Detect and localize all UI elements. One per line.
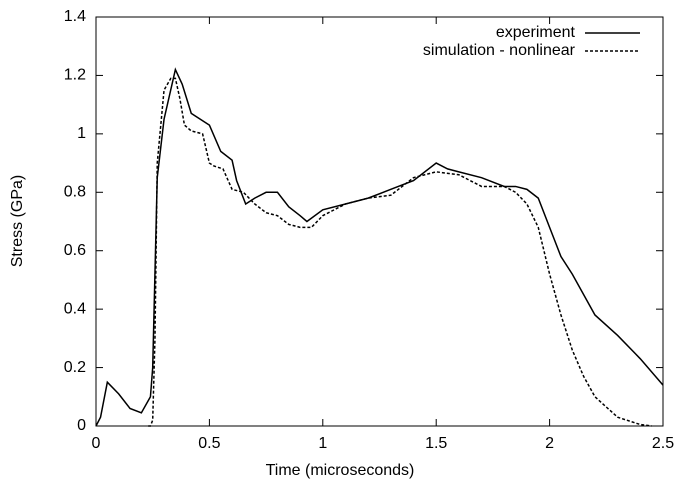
y-tick-label: 1.4 [64,8,86,25]
x-tick-label: 2 [545,435,554,452]
y-tick-label: 1.2 [64,67,86,84]
x-tick-label: 0 [92,435,101,452]
y-axis-label: Stress (GPa) [9,175,26,267]
y-tick-label: 0.2 [64,359,86,376]
series-line [95,67,664,427]
y-tick-label: 0 [77,417,86,434]
y-tick-label: 0.6 [64,242,86,259]
y-tick-label: 0.8 [64,184,86,201]
x-tick-label: 0.5 [198,435,220,452]
series-line [148,77,652,427]
plot-frame [95,16,664,427]
y-tick-label: 0.4 [64,300,86,317]
legend-label: simulation - nonlinear [423,42,576,59]
x-tick-label: 1.5 [425,435,447,452]
y-tick-label: 1 [77,125,86,142]
x-tick-label: 1 [318,435,327,452]
legend-label: experiment [496,24,576,41]
x-axis-label: Time (microseconds) [266,462,415,479]
x-tick-label: 2.5 [652,435,674,452]
